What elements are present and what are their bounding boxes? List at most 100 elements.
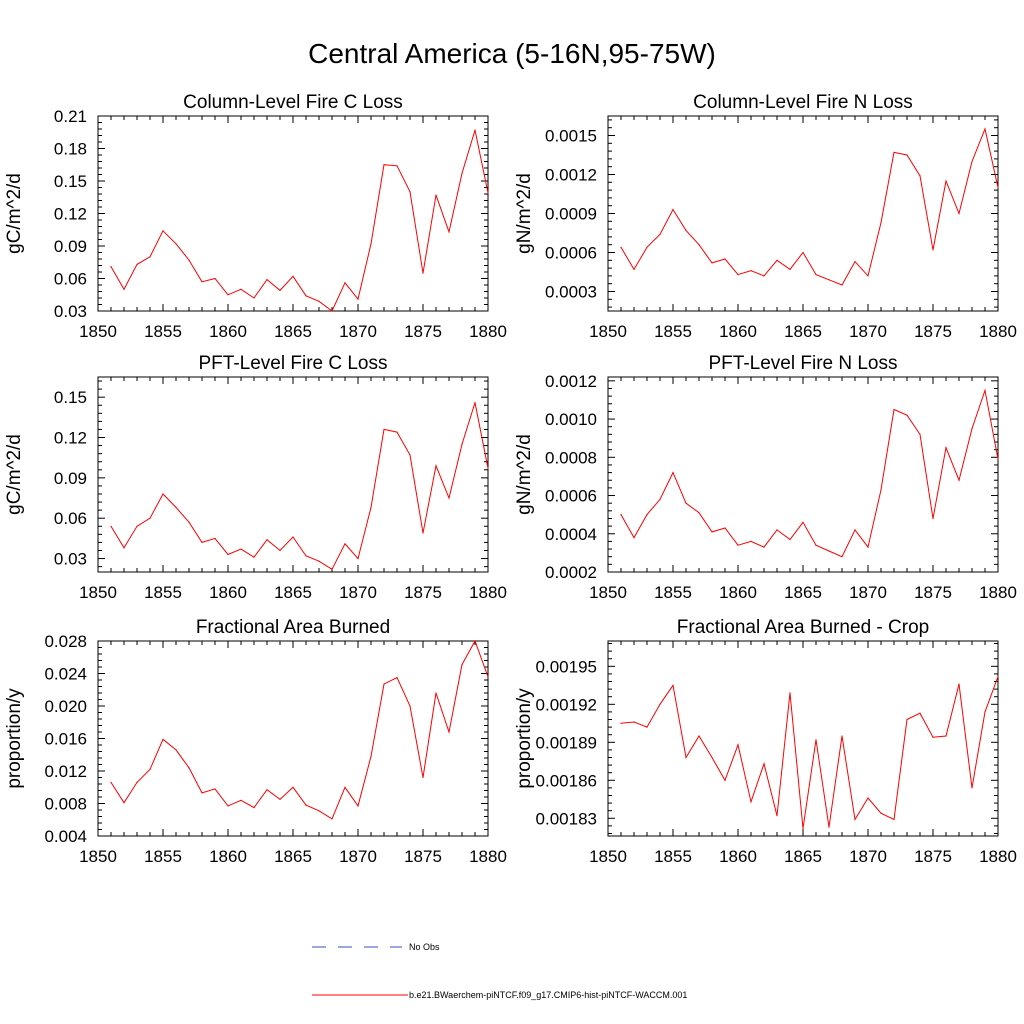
- data-point: [136, 263, 138, 265]
- data-point: [344, 543, 346, 545]
- panel-title: Fractional Area Burned: [196, 617, 390, 638]
- data-point: [880, 222, 882, 224]
- data-point: [815, 739, 817, 741]
- data-point: [763, 546, 765, 548]
- data-point: [867, 546, 869, 548]
- data-point: [487, 467, 489, 469]
- y-tick-label: 0.00192: [536, 695, 597, 714]
- panel-title: PFT-Level Fire N Loss: [709, 353, 898, 374]
- data-point: [984, 389, 986, 391]
- x-tick-label: 1855: [144, 322, 182, 341]
- data-point: [841, 284, 843, 286]
- data-point: [123, 547, 125, 549]
- data-point: [646, 514, 648, 516]
- y-tick-label: 0.12: [54, 429, 87, 448]
- y-tick-label: 0.06: [54, 270, 87, 289]
- y-tick-label: 0.06: [54, 509, 87, 528]
- x-tick-label: 1875: [914, 322, 952, 341]
- y-tick-label: 0.12: [54, 205, 87, 224]
- data-point: [344, 786, 346, 788]
- data-point: [422, 532, 424, 534]
- data-point: [906, 154, 908, 156]
- data-point: [932, 249, 934, 251]
- panel-1: Column-Level Fire C Loss gC/m^2/d 1850 1855…: [4, 92, 507, 341]
- data-point: [932, 736, 934, 738]
- y-axis-label: proportion/y: [4, 688, 25, 789]
- x-tick-label: 1870: [339, 322, 377, 341]
- y-tick-label: 0.03: [54, 550, 87, 569]
- data-point: [828, 279, 830, 281]
- legend-model-line: [312, 994, 408, 996]
- x-tick-label: 1865: [274, 583, 312, 602]
- x-tick-label: 1875: [404, 847, 442, 866]
- x-tick-label: 1880: [469, 322, 507, 341]
- panel-title: Column-Level Fire C Loss: [183, 92, 403, 113]
- panel-title: Column-Level Fire N Loss: [693, 92, 913, 113]
- data-point: [110, 781, 112, 784]
- x-tick-label: 1865: [784, 847, 822, 866]
- y-tick-label: 0.020: [44, 697, 87, 716]
- panel-title: PFT-Level Fire C Loss: [199, 353, 388, 374]
- data-point: [971, 428, 973, 430]
- data-point: [815, 274, 817, 276]
- data-point: [487, 676, 489, 678]
- data-point: [633, 268, 635, 270]
- x-tick-label: 1880: [979, 322, 1017, 341]
- data-point: [880, 489, 882, 491]
- series-line: [110, 129, 489, 312]
- data-point: [162, 493, 164, 495]
- data-point: [906, 414, 908, 416]
- data-point: [932, 517, 934, 520]
- data-point: [448, 497, 450, 499]
- y-tick-label: 0.0002: [545, 563, 597, 582]
- data-point: [227, 294, 229, 296]
- y-axis-label: gC/m^2/d: [4, 173, 25, 254]
- x-tick-label: 1875: [404, 322, 442, 341]
- data-point: [279, 289, 281, 291]
- x-tick-label: 1850: [79, 583, 117, 602]
- y-tick-label: 0.0004: [545, 525, 597, 544]
- data-point: [919, 712, 921, 714]
- x-tick-label: 1850: [589, 322, 627, 341]
- data-point: [737, 744, 739, 746]
- data-point: [997, 458, 999, 460]
- x-tick-label: 1855: [144, 847, 182, 866]
- data-point: [474, 129, 476, 131]
- data-point: [646, 726, 648, 728]
- data-point: [305, 804, 307, 806]
- data-point: [396, 165, 398, 167]
- data-point: [711, 262, 713, 264]
- y-tick-label: 0.00189: [536, 733, 597, 752]
- series-line: [620, 127, 999, 286]
- y-axis-label: gN/m^2/d: [514, 173, 535, 254]
- data-point: [435, 692, 437, 694]
- data-point: [344, 282, 346, 284]
- plot-frame: [607, 376, 999, 573]
- x-tick-label: 1875: [914, 847, 952, 866]
- data-point: [370, 243, 372, 245]
- y-tick-label: 0.15: [54, 172, 87, 191]
- y-tick-label: 0.0012: [545, 372, 597, 391]
- data-point: [633, 537, 635, 539]
- x-tick-label: 1850: [79, 322, 117, 341]
- data-point: [919, 433, 921, 435]
- y-tick-label: 0.21: [54, 107, 87, 126]
- x-tick-label: 1880: [469, 847, 507, 866]
- data-point: [646, 246, 648, 248]
- data-point: [750, 801, 752, 803]
- data-point: [136, 781, 138, 784]
- data-point: [253, 807, 255, 809]
- data-point: [997, 675, 999, 678]
- y-tick-label: 0.18: [54, 140, 87, 159]
- y-tick-label: 0.012: [44, 762, 87, 781]
- panel-3: PFT-Level Fire C Loss gC/m^2/d 1850 1855 186…: [4, 353, 507, 602]
- data-point: [253, 556, 255, 558]
- data-point: [698, 244, 700, 246]
- y-tick-label: 0.0006: [545, 244, 597, 263]
- data-point: [867, 797, 869, 799]
- data-point: [357, 298, 359, 300]
- data-point: [711, 531, 713, 533]
- data-point: [227, 805, 229, 807]
- x-tick-label: 1855: [654, 322, 692, 341]
- data-point: [984, 128, 986, 130]
